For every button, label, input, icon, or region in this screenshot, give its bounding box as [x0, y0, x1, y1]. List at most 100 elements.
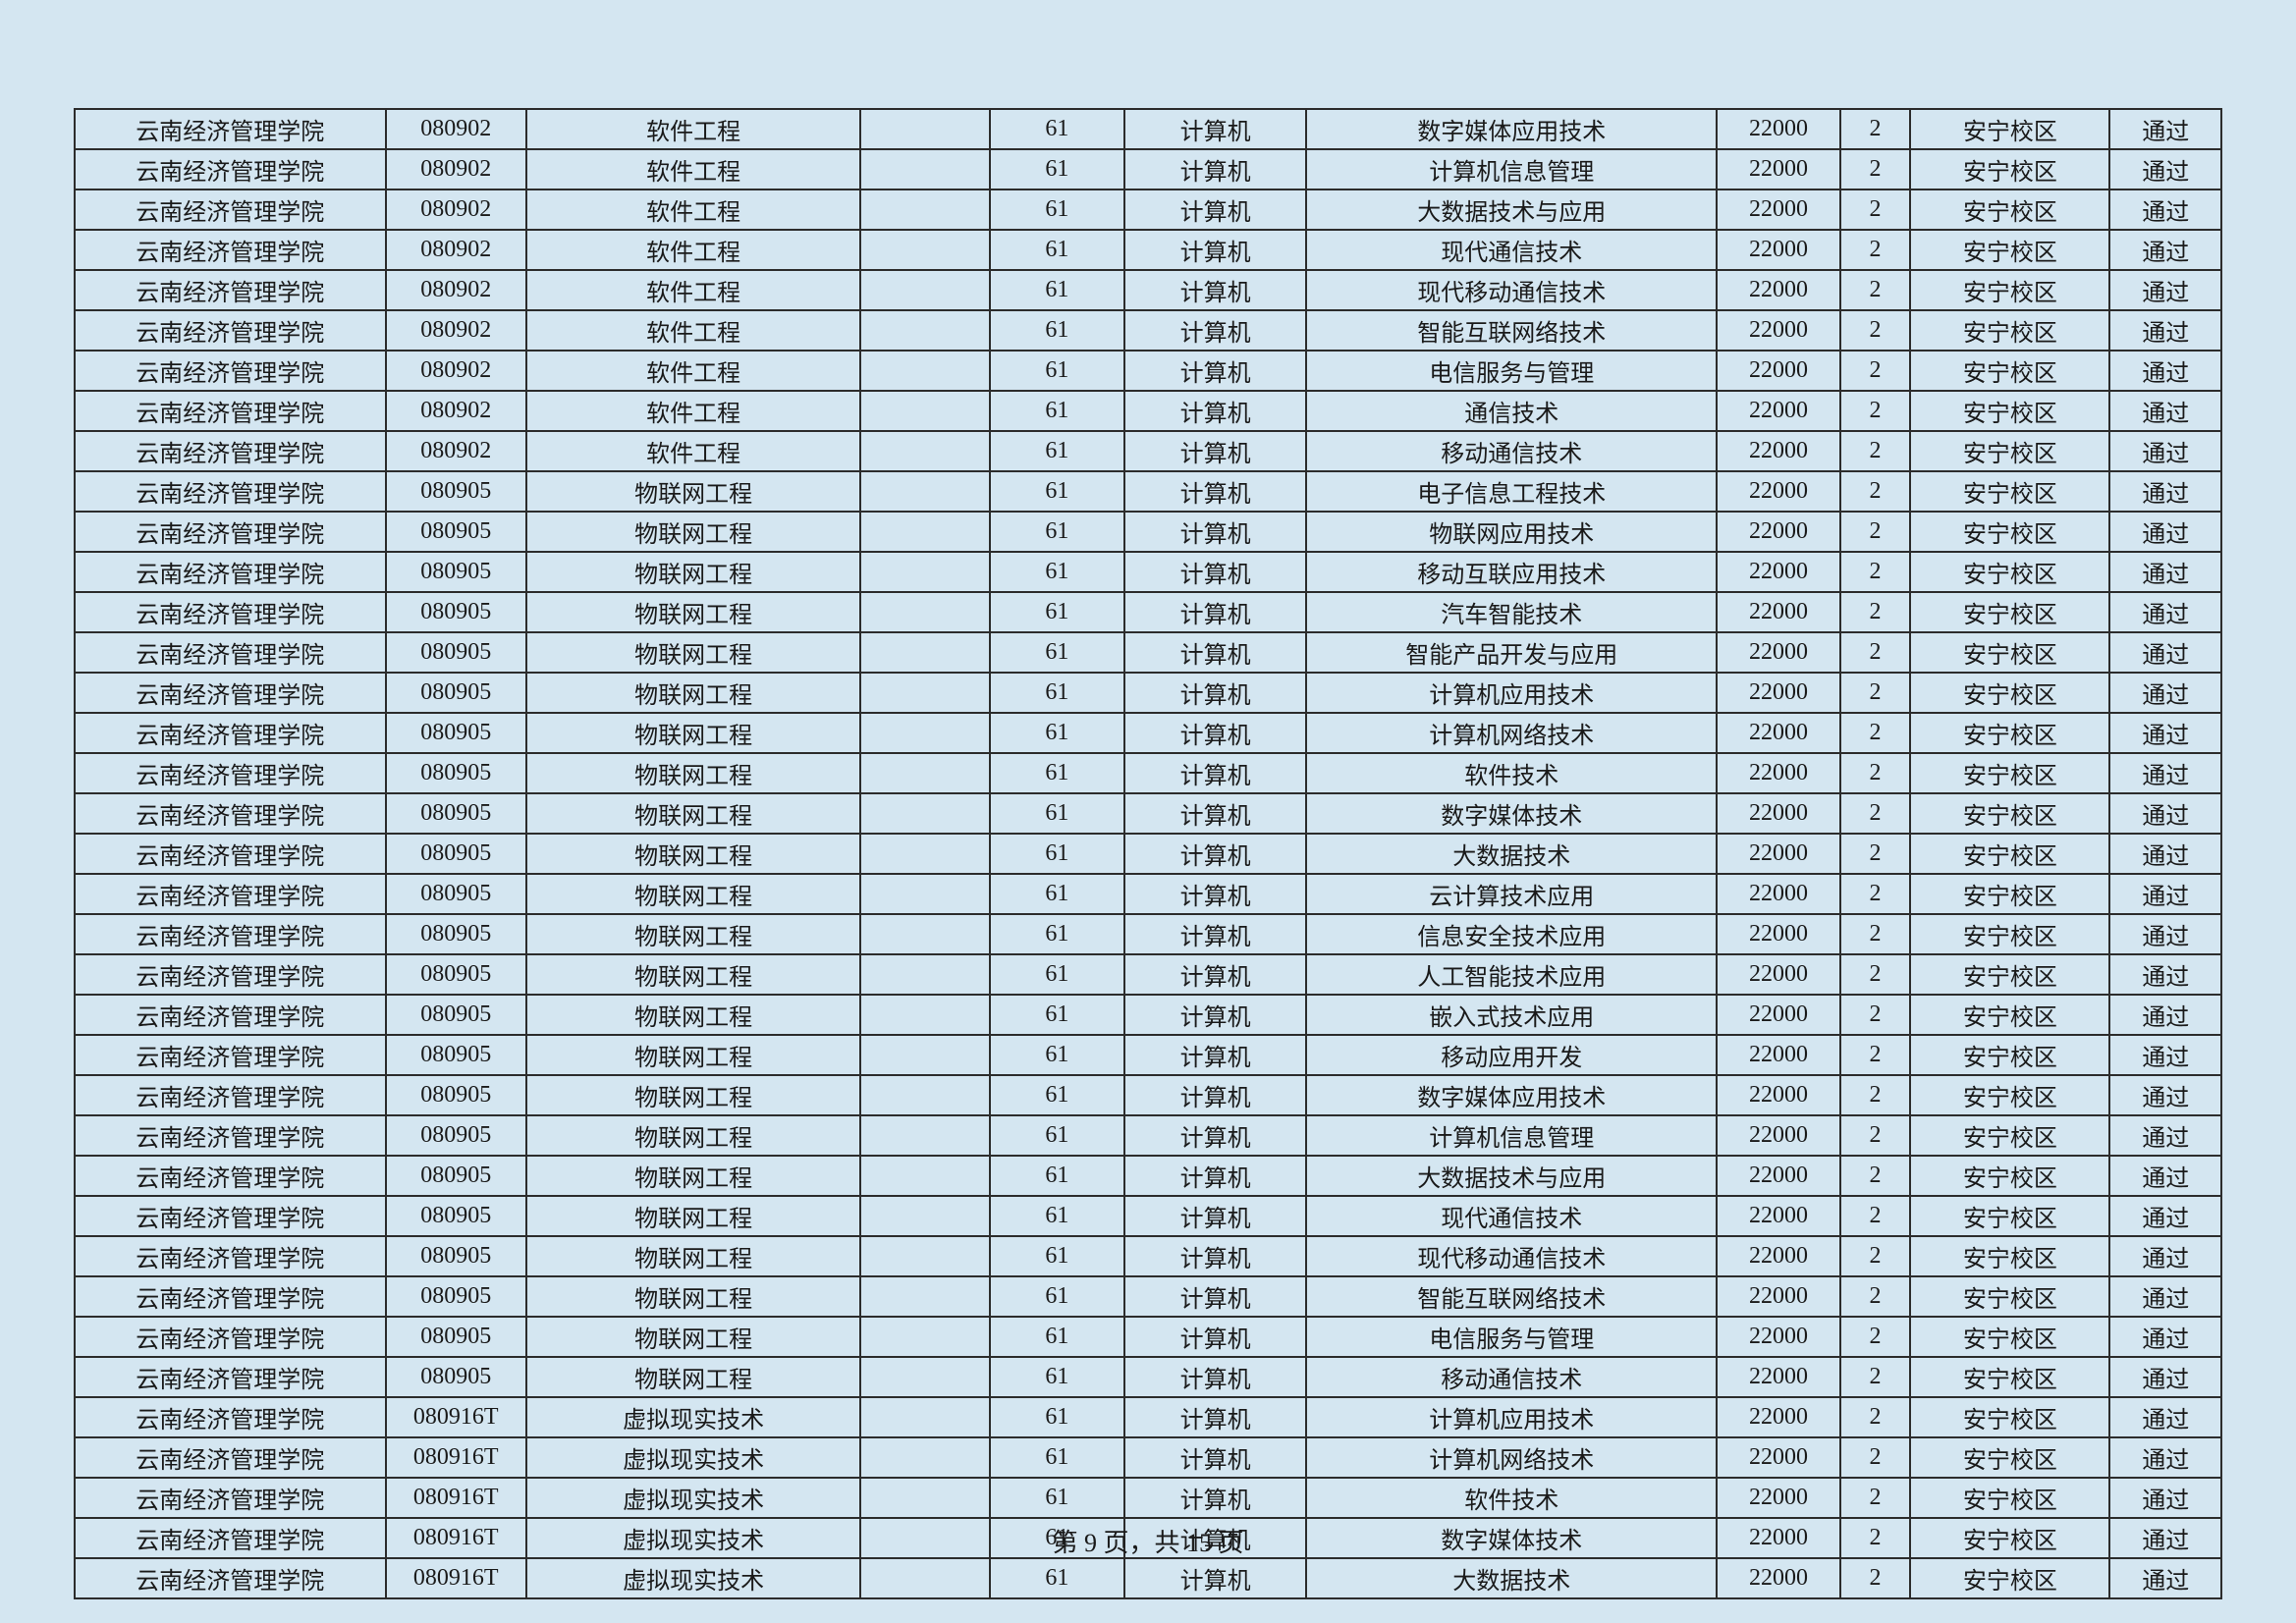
category-cell: 计算机 — [1124, 793, 1306, 834]
years-cell: 2 — [1840, 592, 1911, 632]
status-cell: 通过 — [2109, 189, 2221, 230]
major-cell: 物联网工程 — [526, 632, 860, 673]
code-cell: 080905 — [386, 512, 526, 552]
campus-cell: 安宁校区 — [1910, 1236, 2109, 1276]
years-cell: 2 — [1840, 834, 1911, 874]
empty-cell — [860, 834, 989, 874]
num-cell: 61 — [990, 391, 1124, 431]
table-row: 云南经济管理学院080905物联网工程61计算机物联网应用技术220002安宁校… — [75, 512, 2221, 552]
years-cell: 2 — [1840, 270, 1911, 310]
code-cell: 080905 — [386, 1236, 526, 1276]
major-cell: 物联网工程 — [526, 874, 860, 914]
major-cell: 虚拟现实技术 — [526, 1397, 860, 1437]
years-cell: 2 — [1840, 874, 1911, 914]
specialty-cell: 计算机信息管理 — [1306, 149, 1717, 189]
school-cell: 云南经济管理学院 — [75, 753, 386, 793]
tuition-cell: 22000 — [1717, 230, 1839, 270]
category-cell: 计算机 — [1124, 673, 1306, 713]
code-cell: 080902 — [386, 230, 526, 270]
years-cell: 2 — [1840, 1397, 1911, 1437]
empty-cell — [860, 471, 989, 512]
campus-cell: 安宁校区 — [1910, 149, 2109, 189]
status-cell: 通过 — [2109, 954, 2221, 995]
tuition-cell: 22000 — [1717, 673, 1839, 713]
campus-cell: 安宁校区 — [1910, 1075, 2109, 1115]
code-cell: 080905 — [386, 1317, 526, 1357]
school-cell: 云南经济管理学院 — [75, 351, 386, 391]
category-cell: 计算机 — [1124, 753, 1306, 793]
table-row: 云南经济管理学院080905物联网工程61计算机人工智能技术应用220002安宁… — [75, 954, 2221, 995]
status-cell: 通过 — [2109, 431, 2221, 471]
major-cell: 物联网工程 — [526, 834, 860, 874]
major-cell: 虚拟现实技术 — [526, 1558, 860, 1598]
num-cell: 61 — [990, 310, 1124, 351]
num-cell: 61 — [990, 1035, 1124, 1075]
tuition-cell: 22000 — [1717, 1397, 1839, 1437]
tuition-cell: 22000 — [1717, 1478, 1839, 1518]
category-cell: 计算机 — [1124, 954, 1306, 995]
school-cell: 云南经济管理学院 — [75, 270, 386, 310]
major-cell: 软件工程 — [526, 391, 860, 431]
tuition-cell: 22000 — [1717, 552, 1839, 592]
tuition-cell: 22000 — [1717, 1558, 1839, 1598]
table-row: 云南经济管理学院080916T虚拟现实技术61计算机计算机应用技术220002安… — [75, 1397, 2221, 1437]
campus-cell: 安宁校区 — [1910, 713, 2109, 753]
table-row: 云南经济管理学院080902软件工程61计算机智能互联网络技术220002安宁校… — [75, 310, 2221, 351]
code-cell: 080916T — [386, 1558, 526, 1598]
status-cell: 通过 — [2109, 753, 2221, 793]
empty-cell — [860, 874, 989, 914]
num-cell: 61 — [990, 189, 1124, 230]
tuition-cell: 22000 — [1717, 1075, 1839, 1115]
table-row: 云南经济管理学院080905物联网工程61计算机计算机信息管理220002安宁校… — [75, 1115, 2221, 1156]
school-cell: 云南经济管理学院 — [75, 512, 386, 552]
empty-cell — [860, 1196, 989, 1236]
major-cell: 物联网工程 — [526, 1357, 860, 1397]
category-cell: 计算机 — [1124, 914, 1306, 954]
table-row: 云南经济管理学院080902软件工程61计算机计算机信息管理220002安宁校区… — [75, 149, 2221, 189]
tuition-cell: 22000 — [1717, 834, 1839, 874]
table-row: 云南经济管理学院080905物联网工程61计算机数字媒体技术220002安宁校区… — [75, 793, 2221, 834]
status-cell: 通过 — [2109, 149, 2221, 189]
campus-cell: 安宁校区 — [1910, 1276, 2109, 1317]
num-cell: 61 — [990, 1558, 1124, 1598]
campus-cell: 安宁校区 — [1910, 109, 2109, 149]
code-cell: 080905 — [386, 713, 526, 753]
num-cell: 61 — [990, 1115, 1124, 1156]
num-cell: 61 — [990, 1075, 1124, 1115]
status-cell: 通过 — [2109, 1075, 2221, 1115]
empty-cell — [860, 1035, 989, 1075]
category-cell: 计算机 — [1124, 1075, 1306, 1115]
tuition-cell: 22000 — [1717, 1156, 1839, 1196]
table-row: 云南经济管理学院080916T虚拟现实技术61计算机大数据技术220002安宁校… — [75, 1558, 2221, 1598]
status-cell: 通过 — [2109, 230, 2221, 270]
num-cell: 61 — [990, 954, 1124, 995]
num-cell: 61 — [990, 592, 1124, 632]
empty-cell — [860, 1357, 989, 1397]
tuition-cell: 22000 — [1717, 914, 1839, 954]
campus-cell: 安宁校区 — [1910, 1397, 2109, 1437]
school-cell: 云南经济管理学院 — [75, 1558, 386, 1598]
num-cell: 61 — [990, 793, 1124, 834]
num-cell: 61 — [990, 1196, 1124, 1236]
major-cell: 软件工程 — [526, 351, 860, 391]
years-cell: 2 — [1840, 1156, 1911, 1196]
major-cell: 物联网工程 — [526, 793, 860, 834]
school-cell: 云南经济管理学院 — [75, 1437, 386, 1478]
major-cell: 物联网工程 — [526, 1156, 860, 1196]
school-cell: 云南经济管理学院 — [75, 1276, 386, 1317]
campus-cell: 安宁校区 — [1910, 230, 2109, 270]
tuition-cell: 22000 — [1717, 149, 1839, 189]
status-cell: 通过 — [2109, 1397, 2221, 1437]
specialty-cell: 智能产品开发与应用 — [1306, 632, 1717, 673]
specialty-cell: 计算机网络技术 — [1306, 1437, 1717, 1478]
school-cell: 云南经济管理学院 — [75, 1196, 386, 1236]
empty-cell — [860, 713, 989, 753]
status-cell: 通过 — [2109, 552, 2221, 592]
campus-cell: 安宁校区 — [1910, 1156, 2109, 1196]
category-cell: 计算机 — [1124, 1156, 1306, 1196]
status-cell: 通过 — [2109, 592, 2221, 632]
code-cell: 080902 — [386, 391, 526, 431]
years-cell: 2 — [1840, 1115, 1911, 1156]
empty-cell — [860, 995, 989, 1035]
num-cell: 61 — [990, 1236, 1124, 1276]
